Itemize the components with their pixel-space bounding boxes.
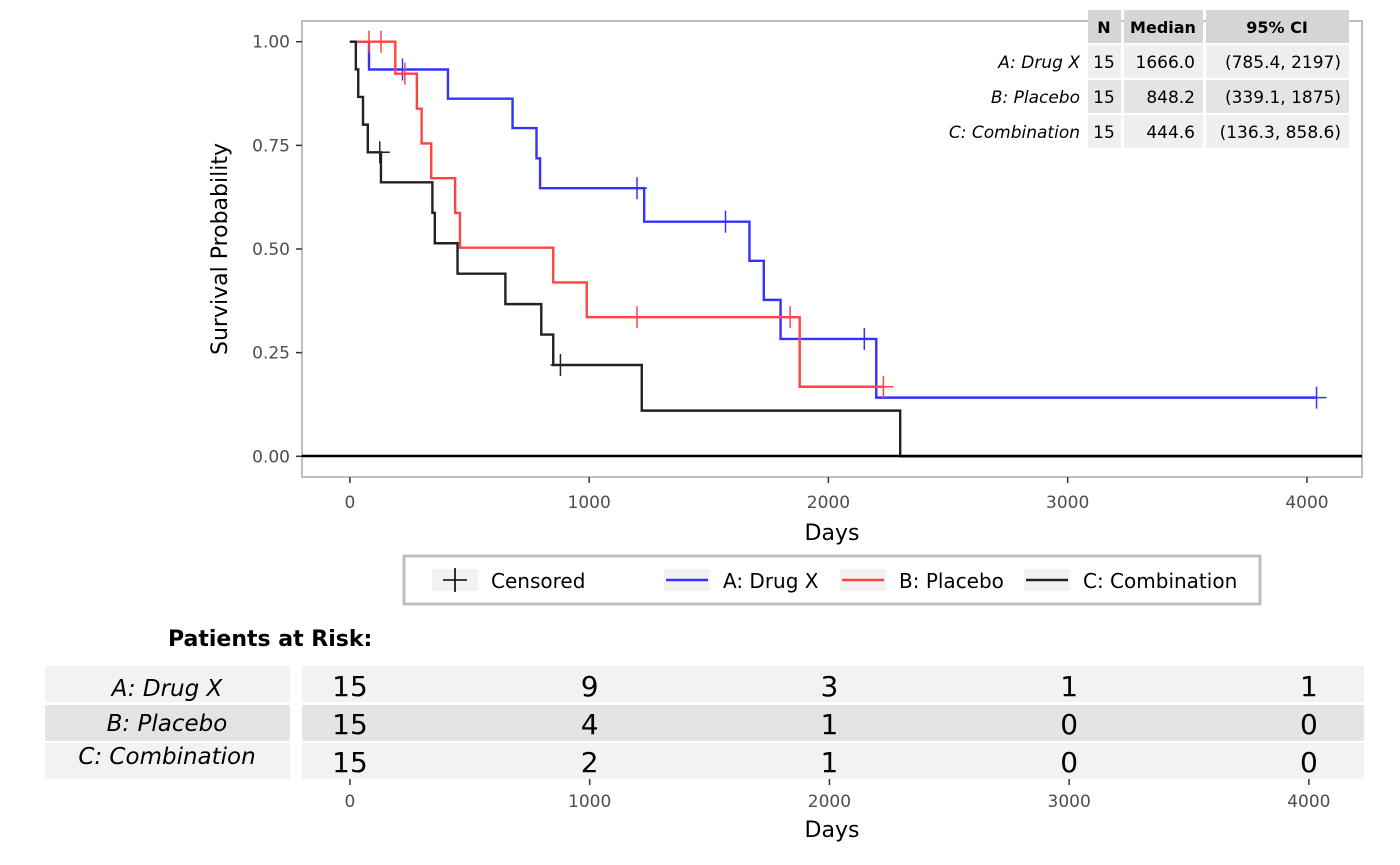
risk-count-band [302,666,1364,702]
summary-row-label: B: Placebo [991,88,1080,108]
y-tick-label: 0.25 [252,344,290,364]
summary-header-n: N [1097,18,1110,37]
y-axis: 0.00 0.25 0.50 0.75 1.00 [252,33,302,467]
summary-header-median-cell [1124,10,1203,43]
y-tick-label: 1.00 [252,33,290,53]
summary-header-ci-cell [1206,10,1349,43]
risk-count: 0 [1060,746,1078,779]
risk-label-cell [45,666,290,702]
summary-cell [1088,115,1121,148]
summary-cell [1124,80,1203,113]
x-tick-label: 1000 [568,493,611,513]
summary-row-median: 1666.0 [1136,53,1195,73]
risk-count: 4 [581,708,599,741]
risk-row-label: A: Drug X [110,676,224,702]
risk-count: 9 [581,670,599,703]
y-axis-title: Survival Probability [208,143,233,355]
risk-count: 3 [820,670,838,703]
summary-row-label: A: Drug X [997,53,1080,73]
risk-count: 15 [332,746,368,779]
summary-row-n: 15 [1093,53,1115,73]
summary-header-n-cell [1088,10,1121,43]
survival-curve-1 [349,40,1317,399]
legend-label-drug-x: A: Drug X [723,569,819,593]
summary-cell [1206,80,1349,113]
risk-row-label: C: Combination [78,744,255,770]
summary-row-median: 444.6 [1146,123,1195,143]
y-tick-label: 0.00 [252,447,290,467]
risk-row-label: B: Placebo [107,711,228,737]
risk-count-band [302,743,1364,779]
x-tick-label: 3000 [1046,493,1089,513]
risk-table: Patients at Risk: A: Drug X B: Placebo C… [45,627,1364,843]
legend-label-placebo: B: Placebo [899,569,1004,593]
risk-x-tick-label: 4000 [1287,792,1330,812]
summary-row-median: 848.2 [1146,88,1195,108]
summary-row-ci: (136.3, 858.6) [1220,123,1341,143]
risk-x-tick-label: 3000 [1048,792,1091,812]
risk-x-axis: 0 1000 2000 3000 4000 [345,779,1330,812]
risk-count: 15 [332,670,368,703]
summary-row-n: 15 [1093,88,1115,108]
risk-counts: 15 9 3 1 1 15 4 1 0 0 15 2 1 0 0 [332,670,1318,779]
summary-header-median: Median [1130,18,1196,37]
risk-count-band [302,705,1364,741]
risk-table-title: Patients at Risk: [168,627,372,652]
summary-cell [1206,45,1349,78]
summary-cell [1088,45,1121,78]
risk-count: 1 [820,708,838,741]
summary-row-ci: (339.1, 1875) [1225,88,1341,108]
risk-count: 15 [332,708,368,741]
risk-count: 1 [1060,670,1078,703]
survival-curve-3 [349,40,1362,458]
risk-count: 0 [1300,746,1318,779]
summary-cell [1206,115,1349,148]
x-tick-label: 2000 [807,493,850,513]
summary-table: N Median 95% CI A: Drug X 15 1666.0 (785… [949,10,1349,148]
risk-label-cell [45,743,290,779]
risk-x-axis-title: Days [805,818,860,843]
legend-label-combination: C: Combination [1083,569,1237,593]
summary-header-ci: 95% CI [1246,18,1308,37]
y-tick-label: 0.75 [252,136,290,156]
risk-count: 1 [1300,670,1318,703]
summary-row-ci: (785.4, 2197) [1225,53,1341,73]
risk-count: 0 [1300,708,1318,741]
survival-curves [349,30,1362,458]
legend-label-censored: Censored [491,569,585,593]
summary-cell [1088,80,1121,113]
summary-row-n: 15 [1093,123,1115,143]
x-tick-label: 0 [344,493,355,513]
summary-row-label: C: Combination [949,123,1080,143]
x-axis-title: Days [805,521,860,546]
x-axis: 0 1000 2000 3000 4000 [344,477,1329,513]
risk-count: 0 [1060,708,1078,741]
summary-cell [1124,45,1203,78]
risk-count: 2 [581,746,599,779]
risk-x-tick-label: 1000 [568,792,611,812]
x-tick-label: 4000 [1285,493,1328,513]
y-tick-label: 0.50 [252,240,290,260]
legend: Censored A: Drug X B: Placebo C: Combina… [402,554,1262,606]
summary-cell [1124,115,1203,148]
legend-box [402,554,1262,606]
risk-x-tick-label: 0 [345,792,356,812]
risk-x-tick-label: 2000 [808,792,851,812]
risk-label-cell [45,705,290,741]
risk-count: 1 [820,746,838,779]
survival-curve-2 [349,40,884,388]
